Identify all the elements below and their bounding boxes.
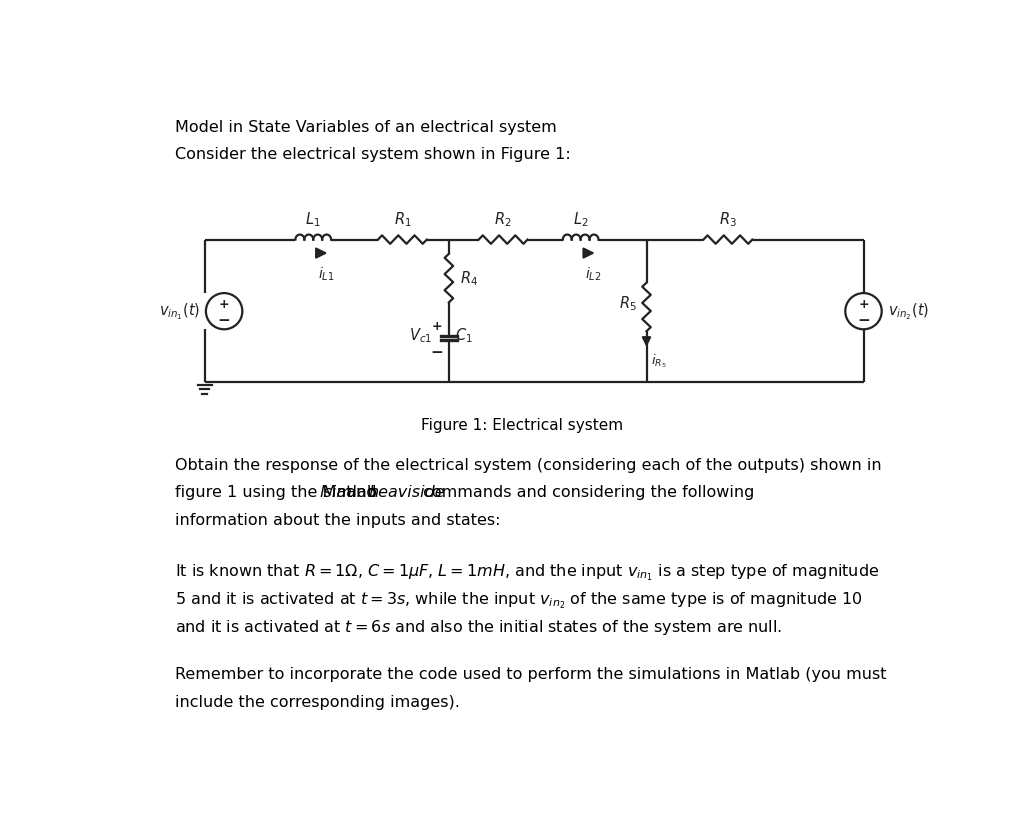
Text: Model in State Variables of an electrical system: Model in State Variables of an electrica… bbox=[175, 120, 557, 135]
Text: −: − bbox=[857, 313, 869, 328]
Text: It is known that $R = 1\Omega$, $C = 1\mu F$, $L = 1mH$, and the input $v_{in_1}: It is known that $R = 1\Omega$, $C = 1\m… bbox=[175, 562, 880, 583]
Text: commands and considering the following: commands and considering the following bbox=[418, 485, 754, 500]
Text: Remember to incorporate the code used to perform the simulations in Matlab (you : Remember to incorporate the code used to… bbox=[175, 666, 887, 681]
Text: +: + bbox=[219, 297, 229, 310]
Text: $v_{in_2}(t)$: $v_{in_2}(t)$ bbox=[888, 302, 929, 322]
Text: $v_{in_1}(t)$: $v_{in_1}(t)$ bbox=[159, 302, 200, 322]
Text: figure 1 using the Matlab: figure 1 using the Matlab bbox=[175, 485, 383, 500]
Text: heaviside: heaviside bbox=[369, 485, 445, 500]
Text: $i_{L2}$: $i_{L2}$ bbox=[585, 265, 602, 283]
Text: Figure 1: Electrical system: Figure 1: Electrical system bbox=[420, 417, 623, 432]
Text: lsim: lsim bbox=[319, 485, 352, 500]
Text: $C_1$: $C_1$ bbox=[455, 325, 472, 344]
Text: $R_4$: $R_4$ bbox=[460, 269, 477, 288]
Text: $L_1$: $L_1$ bbox=[305, 210, 321, 229]
Text: $i_{L1}$: $i_{L1}$ bbox=[318, 265, 335, 283]
Text: +: + bbox=[858, 297, 868, 310]
Text: $L_2$: $L_2$ bbox=[573, 210, 588, 229]
Text: −: − bbox=[218, 313, 230, 328]
Text: +: + bbox=[432, 319, 443, 332]
Text: $R_5$: $R_5$ bbox=[619, 294, 636, 313]
Text: 5 and it is activated at $t = 3s$, while the input $v_{in_2}$ of the same type i: 5 and it is activated at $t = 3s$, while… bbox=[175, 589, 863, 610]
Text: −: − bbox=[430, 344, 443, 359]
Text: and it is activated at $t = 6s$ and also the initial states of the system are nu: and it is activated at $t = 6s$ and also… bbox=[175, 617, 783, 636]
Text: $i_{R_5}$: $i_{R_5}$ bbox=[652, 352, 667, 370]
Text: Consider the electrical system shown in Figure 1:: Consider the electrical system shown in … bbox=[175, 147, 571, 162]
Text: and: and bbox=[341, 485, 382, 500]
Text: $R_3$: $R_3$ bbox=[719, 210, 737, 229]
Text: $R_1$: $R_1$ bbox=[394, 210, 411, 229]
Text: information about the inputs and states:: information about the inputs and states: bbox=[175, 512, 501, 528]
Text: $V_{c1}$: $V_{c1}$ bbox=[408, 325, 432, 344]
Text: include the corresponding images).: include the corresponding images). bbox=[175, 694, 460, 709]
Text: $R_2$: $R_2$ bbox=[495, 210, 512, 229]
Text: Obtain the response of the electrical system (considering each of the outputs) s: Obtain the response of the electrical sy… bbox=[175, 457, 882, 472]
